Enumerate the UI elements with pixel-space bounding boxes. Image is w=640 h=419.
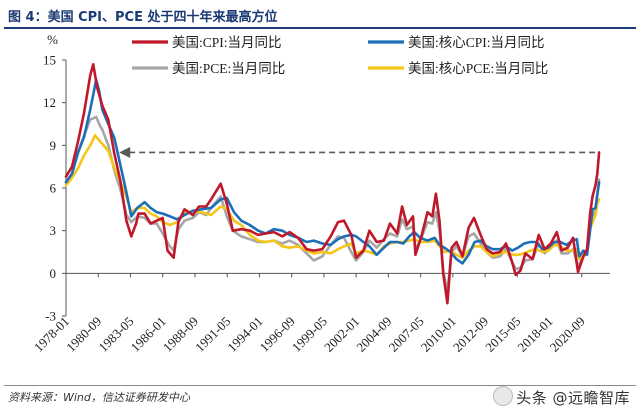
x-tick-label: 2007-05 — [385, 314, 426, 355]
inflation-line-chart: %-3036912151978-011980-091983-051986-011… — [31, 32, 610, 355]
y-tick-label: 12 — [43, 95, 56, 110]
y-tick-label: 15 — [43, 53, 56, 68]
x-tick-label: 2020-09 — [547, 314, 588, 355]
legend-label-0: 美国:CPI:当月同比 — [172, 35, 282, 50]
title-divider — [4, 27, 636, 29]
x-tick-label: 2004-09 — [353, 314, 394, 355]
series-line-1 — [64, 78, 601, 265]
watermark: 头条 @远瞻智库 — [493, 386, 630, 408]
legend-label-3: 美国:核心PCE:当月同比 — [408, 61, 548, 76]
x-tick-label: 1996-09 — [257, 314, 298, 355]
legend-label-1: 美国:核心CPI:当月同比 — [408, 35, 545, 50]
y-tick-label: -3 — [45, 309, 56, 324]
x-tick-label: 1986-01 — [128, 314, 169, 355]
x-tick-label: 1988-09 — [160, 314, 201, 355]
y-tick-label: 0 — [50, 266, 57, 281]
x-tick-label: 2002-01 — [321, 314, 362, 355]
reference-arrow-layer — [119, 146, 596, 158]
y-tick-label: 6 — [50, 181, 57, 196]
y-tick-label: 9 — [50, 138, 57, 153]
x-tick-label: 1983-05 — [95, 314, 136, 355]
figure-title: 图 4：美国 CPI、PCE 处于四十年来最高方位 — [8, 10, 278, 25]
y-tick-label: 3 — [50, 223, 57, 238]
x-tick-label: 1994-01 — [224, 314, 265, 355]
x-tick-label: 2010-01 — [418, 314, 459, 355]
reference-arrowhead-icon — [119, 146, 131, 158]
x-tick-label: 2015-05 — [482, 314, 523, 355]
chart-series-layer — [64, 63, 601, 305]
series-line-3 — [64, 134, 601, 261]
watermark-text: 头条 @远瞻智库 — [516, 389, 630, 407]
y-axis-unit-label: % — [47, 32, 58, 47]
series-line-0 — [64, 63, 601, 305]
watermark-logo-icon — [493, 386, 514, 406]
source-divider — [4, 385, 636, 386]
legend-label-2: 美国:PCE:当月同比 — [172, 61, 285, 76]
x-tick-label: 2018-01 — [514, 314, 555, 355]
x-tick-label: 1980-09 — [63, 314, 104, 355]
x-tick-label: 1999-05 — [289, 314, 330, 355]
chart-axes: %-3036912151978-011980-091983-051986-011… — [31, 32, 610, 355]
source-note: 资料来源：Wind，信达证券研发中心 — [8, 391, 190, 404]
x-tick-label: 1991-05 — [192, 314, 233, 355]
x-tick-label: 2012-09 — [450, 314, 491, 355]
